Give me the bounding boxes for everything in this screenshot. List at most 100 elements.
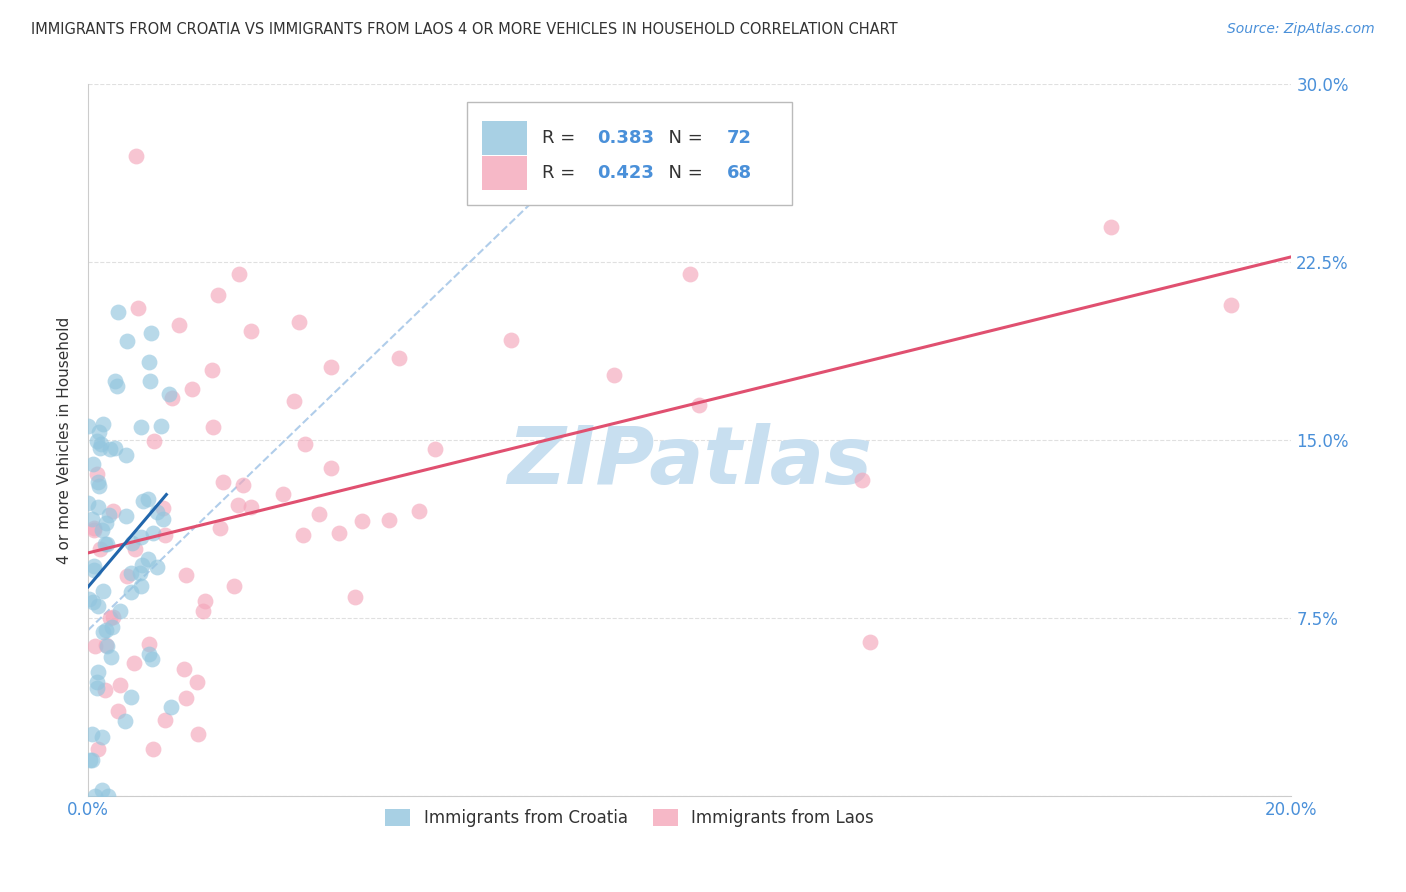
Point [139,374,162,388]
Point [87,741,110,756]
Point [77,418,100,433]
Point [80,754,103,768]
Point [83,640,105,654]
Point [152,512,174,526]
Point [80,727,103,741]
Point [138,647,160,661]
Text: Source: ZipAtlas.com: Source: ZipAtlas.com [1227,22,1375,37]
Point [94,682,117,697]
Point [131,558,153,573]
Point [83,563,105,577]
Text: 68: 68 [727,164,752,182]
Point [319,359,342,374]
Point [142,741,165,756]
Point [121,535,143,549]
Point [851,473,873,487]
Point [96,516,118,530]
Point [107,305,129,319]
Point [87,479,110,493]
Point [859,635,882,649]
Point [120,585,142,599]
Point [91,417,114,431]
Point [150,418,173,433]
Point [222,578,245,592]
Point [91,625,114,640]
Point [82,595,104,609]
Point [89,541,111,556]
Legend: Immigrants from Croatia, Immigrants from Laos: Immigrants from Croatia, Immigrants from… [378,803,880,834]
Point [83,521,105,535]
Point [87,475,110,489]
Point [86,467,108,482]
Point [239,324,262,338]
Point [104,441,127,455]
Point [136,552,159,566]
Point [212,475,235,489]
Point [287,315,309,329]
Point [77,496,100,510]
Point [96,623,118,637]
Point [343,591,366,605]
Bar [482,156,527,191]
Point [83,523,105,537]
Point [83,789,105,803]
Point [167,318,190,333]
Text: 72: 72 [727,128,752,147]
Point [83,558,105,573]
Point [271,487,294,501]
Point [181,382,204,396]
Point [98,442,121,457]
Point [115,448,138,462]
Point [132,494,155,508]
Point [153,713,176,727]
Point [107,705,129,719]
Point [146,559,169,574]
Point [98,611,121,625]
Point [125,148,148,162]
Bar [482,120,527,155]
Point [101,504,124,518]
Point [186,675,208,690]
Point [91,524,114,538]
Point [239,500,262,515]
Point [423,442,446,456]
Point [89,441,111,455]
Point [115,508,138,523]
Point [157,386,180,401]
Point [201,420,224,434]
Point [138,637,160,651]
Point [110,604,132,618]
Y-axis label: 4 or more Vehicles in Household: 4 or more Vehicles in Household [58,317,72,564]
Point [101,620,124,634]
Point [104,374,127,388]
Point [129,566,152,581]
Point [79,753,101,767]
Point [319,461,342,475]
Point [176,691,198,706]
Point [387,351,409,366]
Point [86,675,108,690]
Point [138,355,160,369]
Point [328,526,350,541]
Text: ZIPatlas: ZIPatlas [508,423,872,500]
Point [1099,219,1122,234]
Point [136,491,159,506]
Point [408,504,430,518]
Point [294,437,316,451]
Point [308,507,330,521]
FancyBboxPatch shape [467,103,792,205]
Point [97,789,120,803]
Text: IMMIGRANTS FROM CROATIA VS IMMIGRANTS FROM LAOS 4 OR MORE VEHICLES IN HOUSEHOLD : IMMIGRANTS FROM CROATIA VS IMMIGRANTS FR… [31,22,897,37]
Point [91,782,114,797]
Point [96,537,118,551]
Point [80,511,103,525]
Point [129,419,152,434]
Point [129,579,152,593]
Point [232,477,254,491]
Point [142,526,165,541]
Point [291,528,314,542]
Point [86,681,108,695]
Point [143,434,166,449]
Point [191,604,214,618]
Point [679,267,702,281]
